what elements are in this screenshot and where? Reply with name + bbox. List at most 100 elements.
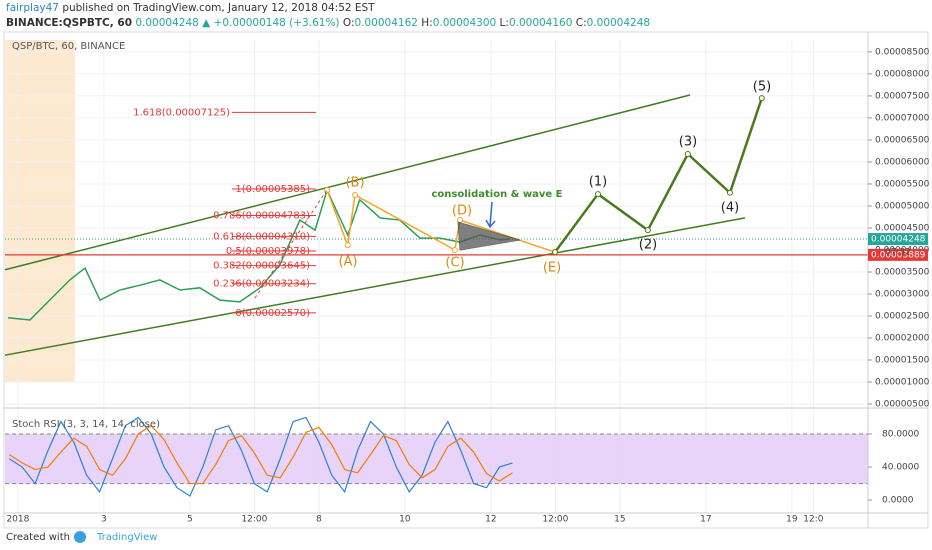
x-tick-label: 10 (399, 515, 411, 525)
y-tick-label: 80.0000 (882, 429, 919, 439)
wave-point (594, 191, 601, 198)
y-tick-label: 0.0000 (882, 496, 914, 506)
y-tick-label: 0.00001500 (875, 356, 930, 366)
stoch-band (5, 434, 868, 484)
y-tick-label: 0.00007000 (875, 113, 930, 123)
y-tick-label: 0.00002000 (875, 334, 930, 344)
author[interactable]: fairplay47 (6, 2, 59, 14)
arrow-head (485, 219, 496, 229)
footer-text: Created with (6, 532, 70, 543)
arrow (489, 201, 493, 227)
y-tick-label: 0.00003000 (875, 289, 930, 299)
x-tick-label: 2018 (6, 515, 29, 525)
wave-label: (5) (753, 80, 771, 95)
fib-label: 0.382(0.00003645) (213, 261, 310, 272)
x-tick-label: 12:0 (803, 515, 823, 525)
channel-line (4, 94, 691, 271)
wave-label: (3) (679, 135, 697, 150)
change: ▲ +0.00000148 (+3.61%) (202, 17, 339, 29)
y-tick-label: 0.00006000 (875, 157, 930, 167)
y-tick-label: 0.00008500 (875, 47, 930, 57)
wave-point (451, 246, 458, 253)
x-tick-label: 15 (614, 515, 625, 525)
wave-point (684, 151, 691, 158)
wave-label: (D) (452, 204, 472, 219)
wave-point (726, 189, 733, 196)
x-tick-label: 17 (700, 515, 711, 525)
fib-label: 0.786(0.00004783) (213, 211, 310, 222)
ohlc-value: 0.00004248 (587, 17, 650, 29)
x-tick-label: 12:00 (241, 515, 267, 525)
wave-label: (B) (345, 176, 364, 191)
y-tick-label: 0.00005500 (875, 179, 930, 189)
triangle (457, 221, 521, 251)
ohlc-value: 0.00004160 (509, 17, 572, 29)
wave-point (644, 227, 651, 234)
y-tick-label: 0.00004500 (875, 223, 930, 233)
ohlc-label: L: (500, 17, 509, 29)
wave-label: (A) (338, 255, 357, 270)
channel-line (4, 217, 746, 356)
symbol: BINANCE:QSPBTC, 60 (6, 17, 132, 29)
y-tick-label: 40.0000 (882, 463, 919, 473)
ohlc-label: H: (421, 17, 432, 29)
wave-point (352, 191, 359, 198)
countdown: 07:32 (885, 248, 911, 258)
x-tick-label: 19 (786, 515, 798, 525)
x-tick-label: 5 (187, 515, 193, 525)
x-tick-label: 12:00 (542, 515, 568, 525)
highlight-region (5, 40, 75, 382)
stoch-line (8, 424, 513, 485)
price-tag (868, 233, 928, 246)
fib-label: 0.618(0.00004310) (213, 231, 310, 242)
wave-point (551, 249, 558, 256)
wave-path (326, 189, 556, 253)
y-tick-label: 0.00006500 (875, 135, 930, 145)
price: 0.00004248 (135, 17, 198, 29)
logo (74, 531, 86, 543)
wave-label: (E) (543, 261, 561, 276)
wave-label: (2) (639, 238, 657, 253)
fib-label: 0.236(0.00003234) (213, 279, 310, 290)
y-tick-label: 0.00002500 (875, 312, 930, 322)
fib-label: 1(0.00005385) (235, 184, 310, 195)
x-tick-label: 12 (485, 515, 496, 525)
ohlc-label: C: (576, 17, 587, 29)
ohlc-value: 0.00004300 (433, 17, 496, 29)
price-tag (868, 248, 928, 261)
price-tag-label: 0.00004248 (871, 235, 926, 245)
wave-point (344, 242, 351, 249)
stoch-title: Stoch RSI (3, 3, 14, 14, close) (12, 419, 160, 430)
ohlc-label: O: (343, 17, 355, 29)
fib-label: 0.5(0.00003978) (226, 246, 310, 257)
header-line-2: BINANCE:QSPBTC, 60 0.00004248 ▲ +0.00000… (6, 17, 650, 29)
y-tick-label: 0.00005000 (875, 201, 930, 211)
ohlc-value: 0.00004162 (354, 17, 417, 29)
x-tick-label: 8 (316, 515, 322, 525)
fib-anchor (254, 189, 328, 299)
y-tick-label: 0.00003500 (875, 267, 930, 277)
wave-point (758, 95, 765, 102)
price-tag-label: 0.00003889 (871, 250, 926, 260)
x-tick-label: 3 (101, 515, 107, 525)
published: published on TradingView.com, January 12… (62, 2, 375, 14)
annotation: consolidation & wave E (432, 189, 563, 200)
wave-label: (1) (589, 175, 607, 190)
footer-brand[interactable]: TradingView (96, 532, 157, 543)
y-tick-label: 0.00001000 (875, 378, 930, 388)
wave-label: (4) (721, 201, 739, 216)
fib-label: 0(0.00002570) (235, 308, 310, 319)
stoch-line (8, 416, 513, 497)
header-line-1: fairplay47 published on TradingView.com,… (6, 2, 375, 14)
wave-label: (C) (445, 256, 464, 271)
fib-label: 1.618(0.00007125) (133, 107, 230, 118)
y-tick-label: 0.00007500 (875, 91, 930, 101)
chart-frame (3, 31, 929, 529)
wave-path (553, 97, 763, 253)
y-tick-label: 0.00008000 (875, 69, 930, 79)
y-tick-label: 0.00000500 (875, 400, 930, 410)
chart-title: QSP/BTC, 60, BINANCE (12, 41, 125, 52)
plot (4, 94, 868, 497)
